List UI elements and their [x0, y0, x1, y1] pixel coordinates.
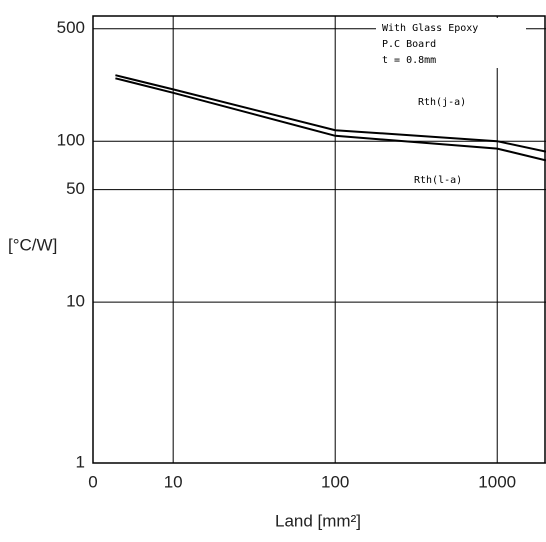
series-label: Rth(l-a) — [414, 175, 462, 186]
label-bg — [412, 92, 482, 110]
x-axis-label: Land [mm²] — [275, 511, 361, 530]
x-tick-label: 0 — [88, 472, 97, 491]
y-axis-label: [°C/W] — [8, 235, 57, 254]
y-tick-label: 1 — [76, 452, 85, 471]
plot-frame — [92, 15, 546, 464]
annotation: t = 0.8mm — [382, 55, 436, 66]
x-tick-label: 10 — [164, 472, 183, 491]
series-line — [115, 77, 546, 162]
x-tick-label: 100 — [321, 472, 349, 491]
y-tick-label: 100 — [57, 131, 85, 150]
series-line — [115, 74, 546, 153]
annotation-bg — [376, 18, 526, 68]
annotation: P.C Board — [382, 39, 436, 50]
label-bg — [408, 170, 482, 188]
y-tick-label: 500 — [57, 18, 85, 37]
x-tick-label: 1000 — [478, 472, 516, 491]
y-tick-label: 10 — [66, 292, 85, 311]
annotation: With Glass Epoxy — [382, 23, 478, 34]
series-label: Rth(j-a) — [418, 97, 466, 108]
y-tick-label: 50 — [66, 179, 85, 198]
